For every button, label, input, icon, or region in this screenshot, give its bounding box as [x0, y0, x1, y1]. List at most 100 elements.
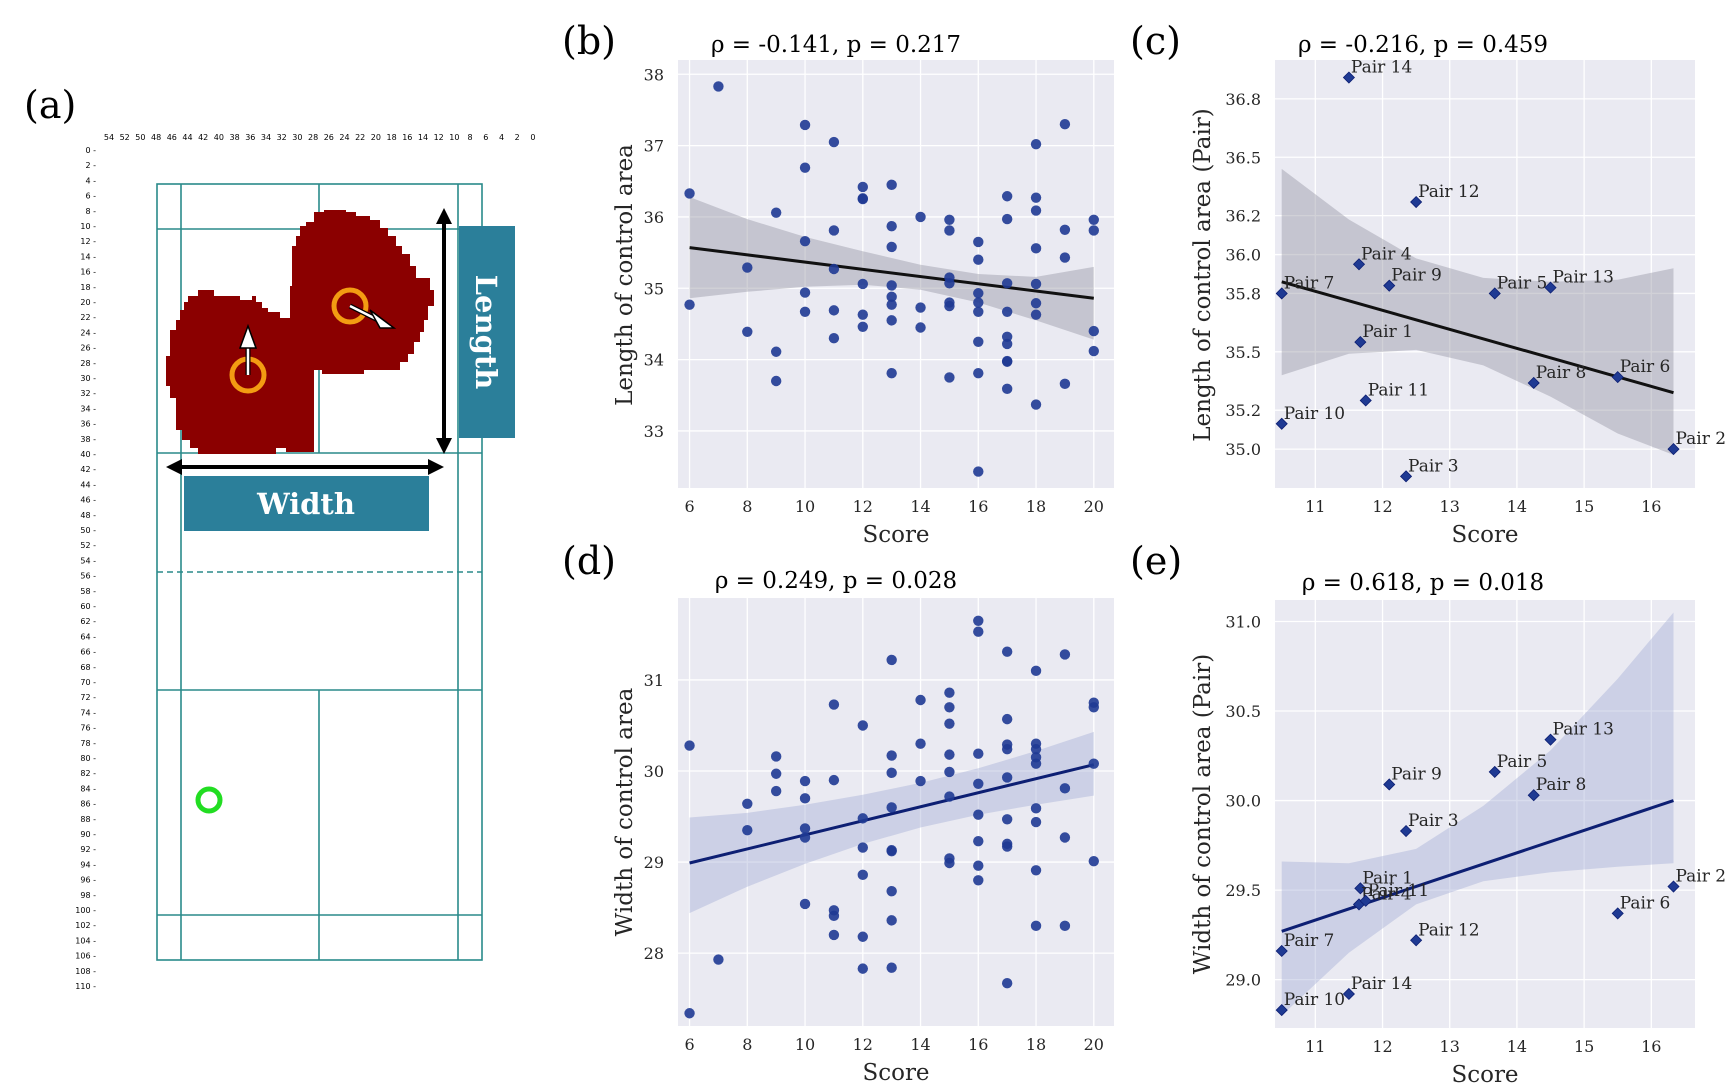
x-axis-label-d: Score: [862, 1060, 929, 1086]
data-point: [770, 346, 782, 357]
court-left-tick-label: 46 -: [80, 496, 96, 505]
data-point: [1354, 336, 1367, 349]
data-point: [1059, 378, 1071, 390]
data-point: [886, 291, 897, 303]
court-top-tick-label: 14: [418, 133, 428, 142]
data-point: [799, 235, 811, 247]
data-point: [684, 188, 695, 199]
court-left-tick-label: 38 -: [80, 435, 96, 444]
data-point: [1001, 383, 1013, 395]
data-point: [944, 791, 955, 802]
court-top-tick-label: 4: [499, 133, 504, 142]
court-left-tick-label: 56 -: [80, 572, 96, 581]
court-left-tick-label: 76 -: [80, 724, 96, 733]
ci-band-c: [1281, 168, 1674, 455]
data-point: [828, 929, 840, 941]
point-label: Pair 7: [1284, 931, 1335, 951]
panel-label-e: (e): [1130, 539, 1182, 583]
data-point: [973, 254, 984, 265]
data-point: [973, 626, 984, 637]
grid-c: [1275, 60, 1695, 488]
court-left-tick-label: 24 -: [80, 328, 96, 337]
court-left-tick-label: 44 -: [80, 480, 96, 489]
data-point: [857, 193, 868, 204]
y-tick-label: 36: [644, 208, 664, 227]
y-tick-label: 30.5: [1225, 702, 1261, 721]
data-point: [1088, 702, 1099, 713]
court-left-tick-label: 58 -: [80, 587, 96, 596]
data-point: [1059, 920, 1071, 932]
data-point: [857, 720, 868, 731]
court-top-tick-label: 52: [120, 133, 130, 142]
point-label: Pair 3: [1408, 456, 1459, 476]
data-point: [828, 699, 840, 710]
court-left-tick-label: 6 -: [85, 192, 96, 201]
x-tick-label: 14: [910, 497, 930, 516]
data-point: [1001, 338, 1013, 350]
x-tick-label: 11: [1305, 497, 1325, 516]
chart-title-d: ρ = 0.249, p = 0.028: [715, 568, 957, 594]
y-ticks-b: 33 34 35 36 37 38: [644, 65, 664, 441]
data-point: [973, 466, 984, 477]
data-point: [886, 179, 897, 191]
y-tick-label: 35: [644, 279, 664, 298]
data-point: [799, 306, 811, 318]
data-point: [1001, 743, 1013, 755]
x-tick-label: 12: [1372, 1037, 1392, 1056]
data-point: [944, 214, 955, 225]
data-point: [1667, 880, 1680, 893]
court-left-tick-label: 50 -: [80, 526, 96, 535]
data-point: [1030, 205, 1042, 216]
data-point: [684, 740, 695, 751]
court-left-tick-label: 16 -: [80, 268, 96, 277]
length-label-box: [459, 226, 515, 438]
data-point: [1001, 841, 1013, 852]
data-point: [1030, 399, 1042, 410]
court-left-tick-label: 64 -: [80, 632, 96, 641]
x-tick-label: 20: [1084, 497, 1104, 516]
court-left-tick-label: 80 -: [80, 754, 96, 763]
data-point: [1088, 225, 1099, 236]
data-point: [886, 750, 897, 761]
data-point: [944, 278, 955, 289]
court-left-tick-label: 86 -: [80, 800, 96, 809]
data-point: [799, 823, 811, 834]
data-point: [1030, 138, 1042, 150]
data-point: [915, 694, 926, 706]
court-top-tick-label: 34: [261, 133, 271, 142]
point-label: Pair 6: [1620, 893, 1671, 913]
chart-panel-c: (c) ρ = -0.216, p = 0.459 Pair 14 Pair 12…: [1130, 19, 1726, 548]
point-label: Pair 10: [1284, 990, 1345, 1010]
court-left-tick-label: 18 -: [80, 283, 96, 292]
data-point: [1059, 783, 1071, 794]
ci-band-d: [689, 731, 1094, 914]
confidence-band: [689, 197, 1094, 340]
y-tick-label: 30.0: [1225, 792, 1261, 811]
y-tick-label: 35.5: [1225, 343, 1261, 362]
court-left-tick-label: 0 -: [85, 146, 96, 155]
data-point: [857, 321, 868, 332]
width-label: Width: [256, 487, 355, 521]
x-tick-label: 16: [968, 1035, 988, 1054]
data-point: [1410, 195, 1423, 209]
y-ticks-d: 28 29 30 31: [644, 671, 664, 963]
x-tick-label: 8: [742, 497, 752, 516]
data-point: [1001, 713, 1013, 725]
court-left-tick-label: 10 -: [80, 222, 96, 231]
data-point: [944, 702, 955, 713]
court-left-tick-label: 102 -: [75, 921, 96, 930]
court-left-tick-label: 32 -: [80, 389, 96, 398]
x-tick-label: 12: [853, 1035, 873, 1054]
data-point: [770, 785, 782, 797]
data-point: [886, 767, 897, 779]
data-point: [1359, 394, 1372, 407]
data-point: [770, 207, 782, 218]
court-left-tick-label: 96 -: [80, 876, 96, 885]
point-label: Pair 8: [1536, 775, 1587, 795]
x-tick-label: 16: [1641, 1037, 1661, 1056]
data-point: [1667, 443, 1680, 456]
data-point: [886, 315, 897, 326]
court-left-tick-label: 14 -: [80, 252, 96, 261]
fit-line-b: [689, 246, 1094, 300]
